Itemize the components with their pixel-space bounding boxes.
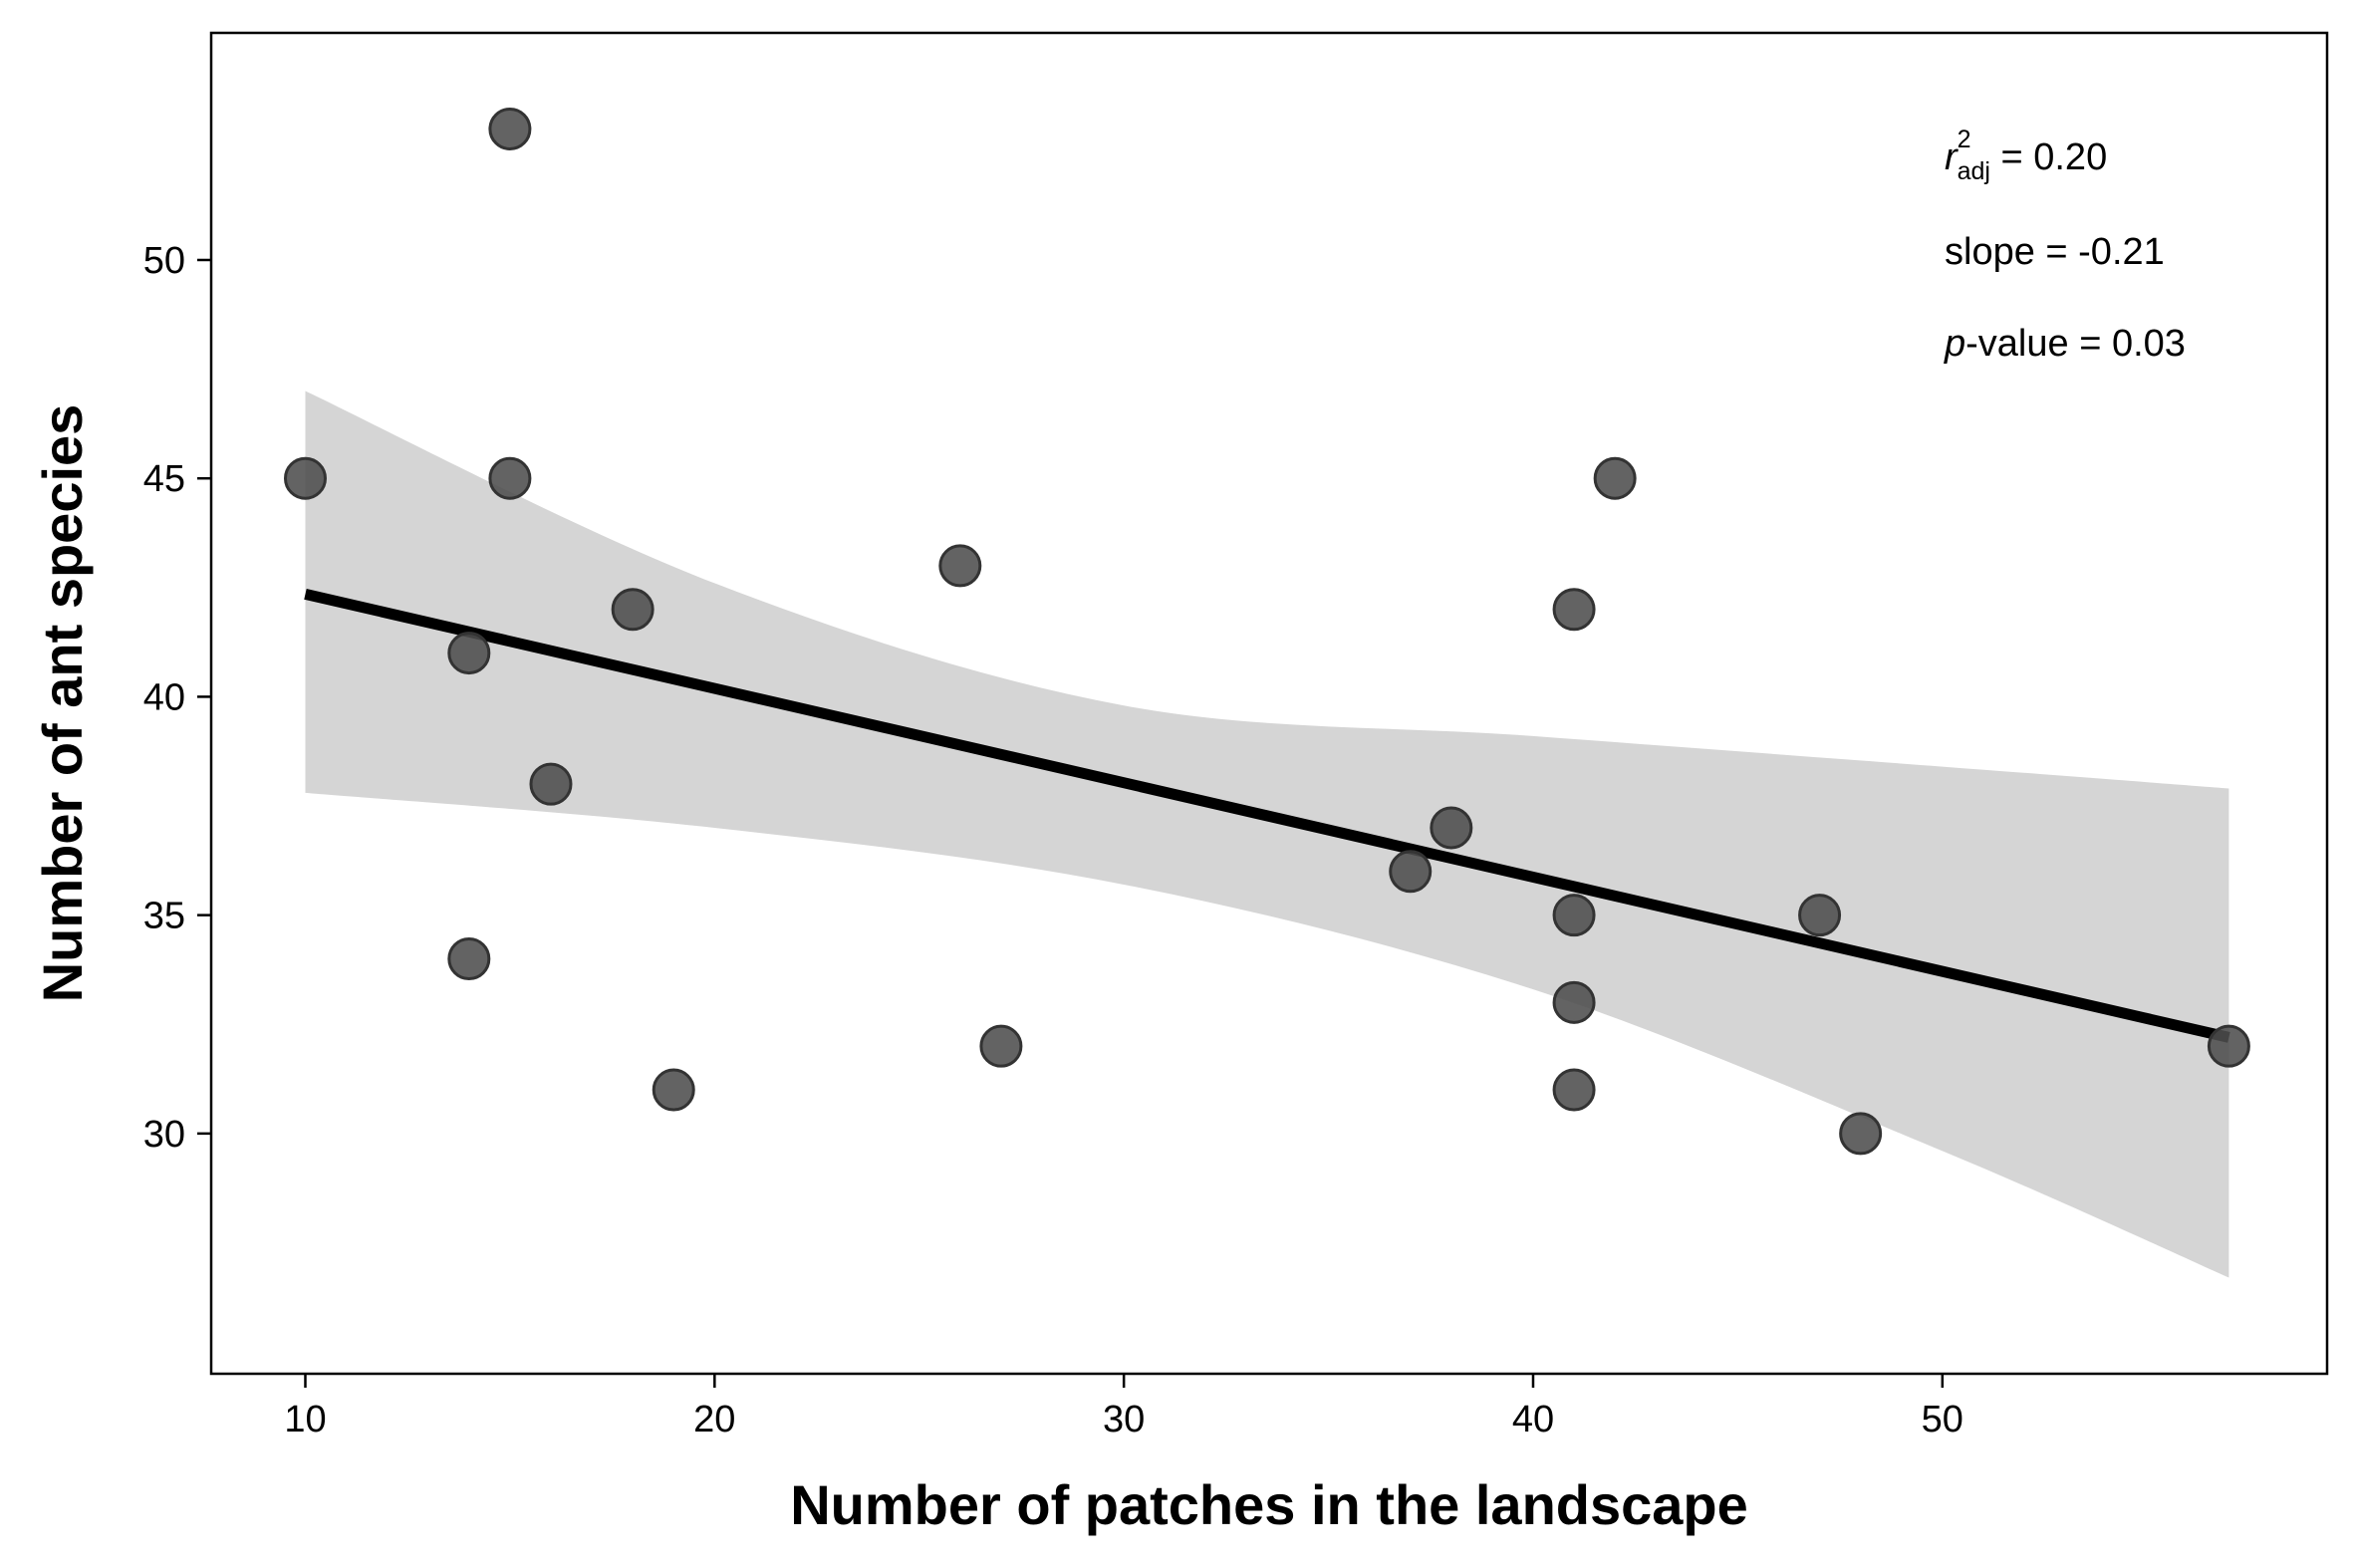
data-point	[979, 1024, 1023, 1068]
data-point	[1552, 894, 1596, 937]
data-point	[938, 544, 982, 588]
y-tick-label: 35	[143, 896, 185, 937]
data-point	[1798, 894, 1842, 937]
r2-subscript: adj	[1958, 157, 1990, 185]
data-point	[1839, 1112, 1883, 1156]
data-point	[1552, 980, 1596, 1024]
y-axis-title: Number of ant species	[31, 404, 94, 1003]
r2-superscript: 2	[1958, 126, 1971, 153]
r2-symbol: r	[1945, 136, 1959, 178]
data-points-layer	[283, 107, 2250, 1156]
data-point	[447, 632, 491, 675]
p-symbol: p	[1944, 323, 1965, 365]
stats-annotation: r2 adj = 0.20 slope = -0.21 p-value = 0.0…	[1944, 126, 2186, 365]
y-axis-ticks: 30 35 40 45 50	[143, 240, 211, 1156]
plot-frame	[209, 31, 2329, 1376]
y-tick-label: 45	[143, 458, 185, 500]
x-tick-label: 30	[1103, 1399, 1145, 1440]
x-tick-label: 20	[693, 1399, 735, 1440]
r2-annotation: r2 adj = 0.20	[1945, 126, 2107, 185]
data-point	[488, 456, 532, 500]
x-tick-label: 10	[284, 1399, 326, 1440]
data-point	[529, 762, 573, 806]
regression-line-layer	[304, 589, 2230, 1043]
p-value-annotation: p-value = 0.03	[1944, 323, 2186, 365]
data-point	[283, 456, 327, 500]
data-point	[611, 588, 654, 632]
y-tick-label: 30	[143, 1114, 185, 1156]
data-point	[2207, 1024, 2250, 1068]
data-point	[447, 936, 491, 980]
y-tick-label: 40	[143, 676, 185, 718]
data-point	[488, 107, 532, 150]
data-point	[1430, 806, 1473, 850]
slope-annotation: slope = -0.21	[1945, 231, 2165, 273]
data-point	[1389, 850, 1433, 894]
data-point	[1593, 456, 1637, 500]
data-point	[652, 1068, 695, 1112]
r2-value: = 0.20	[1990, 136, 2107, 178]
confidence-band-layer	[305, 391, 2229, 1278]
y-tick-label: 50	[143, 240, 185, 282]
x-axis-title: Number of patches in the landscape	[790, 1473, 1748, 1536]
x-axis-ticks: 10 20 30 40 50	[284, 1374, 1963, 1440]
data-point	[1552, 588, 1596, 632]
regression-line	[304, 589, 2230, 1043]
x-tick-label: 40	[1512, 1399, 1554, 1440]
x-tick-label: 50	[1922, 1399, 1963, 1440]
data-point	[1552, 1068, 1596, 1112]
confidence-band	[305, 391, 2229, 1278]
p-value-text: -value = 0.03	[1965, 323, 2186, 365]
